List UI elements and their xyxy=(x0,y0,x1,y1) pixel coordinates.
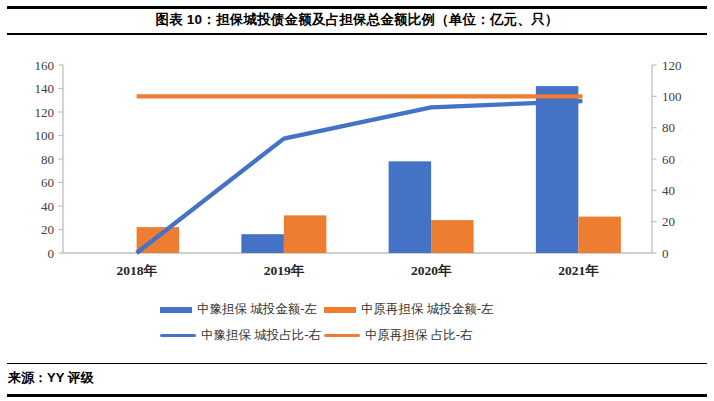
bar-blue-2019年 xyxy=(241,234,284,253)
x-category-label: 2020年 xyxy=(411,263,452,278)
right-axis-tick-label: 120 xyxy=(662,58,682,73)
bottom-thick-rule xyxy=(7,394,707,397)
chart-legend: 中豫担保 城投金额-左 中原再担保 城投金额-左中豫担保 城投占比-右 中原再担保 … xyxy=(160,301,493,344)
right-axis-tick-label: 100 xyxy=(662,89,682,104)
left-axis-tick-label: 100 xyxy=(35,128,55,143)
right-axis-tick-label: 0 xyxy=(662,246,669,261)
legend-label: 中原再担保 城投金额-左 xyxy=(361,301,493,318)
left-axis-tick-label: 60 xyxy=(41,175,54,190)
x-category-label: 2021年 xyxy=(558,263,599,278)
bar-blue-2021年 xyxy=(536,86,579,253)
legend-item: 中原再担保 占比-右 xyxy=(324,327,493,344)
legend-label: 中原再担保 占比-右 xyxy=(365,327,472,344)
left-axis-tick-label: 40 xyxy=(41,199,54,214)
chart-canvas: 0 20 40 60 80 100 120 140 160 0 20 40 60 80 100 120 2018… xyxy=(0,45,714,295)
legend-bar-swatch-icon xyxy=(160,307,192,313)
right-axis-tick-label: 20 xyxy=(662,214,675,229)
combo-chart: 0 20 40 60 80 100 120 140 160 0 20 40 60 80 100 120 2018… xyxy=(0,45,714,295)
legend-line-swatch-icon xyxy=(324,334,360,338)
bar-orange-2021年 xyxy=(578,217,621,253)
legend-item: 中豫担保 城投占比-右 xyxy=(160,327,324,344)
x-category-label: 2019年 xyxy=(264,263,305,278)
figure-title: 图表 10：担保城投债金额及占担保总金额比例（单位：亿元、只） xyxy=(0,11,714,29)
left-axis-tick-label: 160 xyxy=(35,58,55,73)
legend-bar-swatch-icon xyxy=(324,307,356,313)
bar-blue-2020年 xyxy=(389,161,432,253)
source-label: 来源：YY 评级 xyxy=(8,369,94,387)
right-axis-tick-label: 60 xyxy=(662,152,675,167)
source-divider-rule xyxy=(7,363,707,364)
right-axis-tick-label: 40 xyxy=(662,183,675,198)
top-thick-rule xyxy=(7,6,707,9)
bar-orange-2019年 xyxy=(284,215,327,253)
line-series-blue xyxy=(137,101,583,253)
title-divider-rule xyxy=(7,33,707,35)
report-figure: 图表 10：担保城投债金额及占担保总金额比例（单位：亿元、只） 0 20 40 60 8… xyxy=(0,0,714,401)
left-axis-tick-label: 140 xyxy=(35,81,55,96)
left-axis-tick-label: 0 xyxy=(48,246,55,261)
legend-item: 中原再担保 城投金额-左 xyxy=(324,301,493,318)
legend-label: 中豫担保 城投占比-右 xyxy=(201,327,321,344)
legend-line-swatch-icon xyxy=(160,334,196,338)
left-axis-tick-label: 80 xyxy=(41,152,54,167)
x-category-label: 2018年 xyxy=(116,263,157,278)
left-axis-tick-label: 120 xyxy=(35,105,55,120)
left-axis-tick-label: 20 xyxy=(41,222,54,237)
legend-label: 中豫担保 城投金额-左 xyxy=(197,301,317,318)
legend-item: 中豫担保 城投金额-左 xyxy=(160,301,324,318)
bar-orange-2020年 xyxy=(431,220,474,253)
right-axis-tick-label: 80 xyxy=(662,120,675,135)
